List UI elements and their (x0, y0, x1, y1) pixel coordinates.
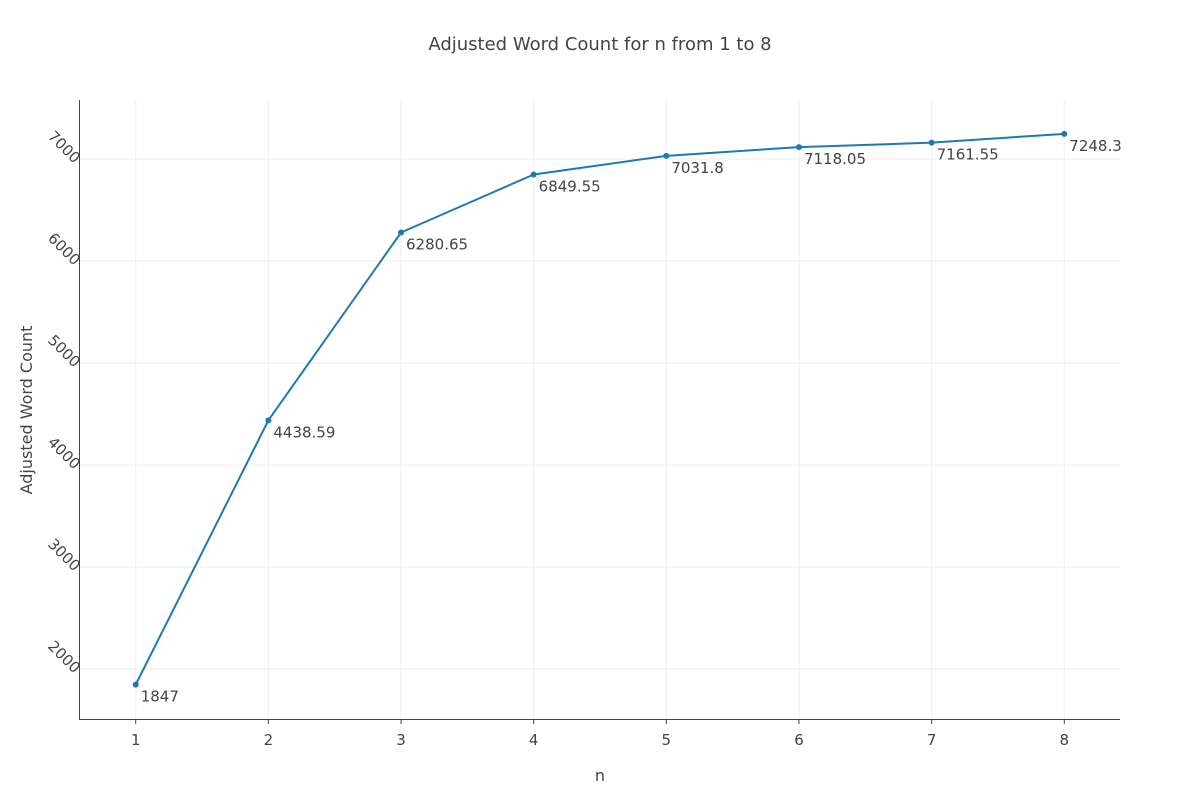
y-tick-label: 7000 (44, 127, 84, 167)
data-label: 7161.55 (937, 146, 999, 164)
series-group: 1847 4438.59 6280.65 6849.55 7031.8 7118.05 71… (132, 130, 1122, 706)
x-tick-label: 8 (1060, 731, 1070, 749)
chart-title: Adjusted Word Count for n from 1 to 8 (428, 34, 771, 55)
y-axis-title: Adjusted Word Count (17, 326, 36, 495)
x-tick-label: 7 (927, 731, 937, 749)
x-tick-label: 6 (794, 731, 804, 749)
y-tick-label: 4000 (44, 433, 84, 473)
x-tick-label: 4 (529, 731, 539, 749)
x-tick-label: 3 (396, 731, 406, 749)
data-point (795, 144, 802, 151)
data-label: 6849.55 (539, 177, 601, 195)
data-point (928, 139, 935, 146)
y-tick-label: 5000 (44, 331, 84, 371)
data-point (663, 152, 670, 159)
data-point (265, 417, 272, 424)
x-axis-title: n (595, 766, 605, 785)
data-label: 7118.05 (804, 150, 866, 168)
data-label: 1847 (141, 688, 179, 706)
data-point (1061, 130, 1068, 137)
grid-lines (80, 100, 1120, 719)
data-label: 4438.59 (273, 423, 335, 441)
data-point (398, 229, 405, 236)
y-ticks: 2000 3000 4000 5000 6000 7000 (44, 127, 84, 677)
y-tick-label: 6000 (44, 229, 84, 269)
series-line (134, 132, 1065, 686)
data-label: 7248.3 (1069, 137, 1122, 155)
x-tick-label: 2 (264, 731, 274, 749)
data-label: 6280.65 (406, 236, 468, 254)
y-tick-label: 3000 (44, 535, 84, 575)
x-ticks: 1 2 3 4 5 6 7 8 (131, 719, 1069, 749)
data-point (530, 171, 537, 178)
x-tick-label: 5 (662, 731, 672, 749)
data-point (132, 681, 139, 688)
y-tick-label: 2000 (44, 637, 84, 677)
data-label: 7031.8 (671, 159, 724, 177)
x-tick-label: 1 (131, 731, 141, 749)
